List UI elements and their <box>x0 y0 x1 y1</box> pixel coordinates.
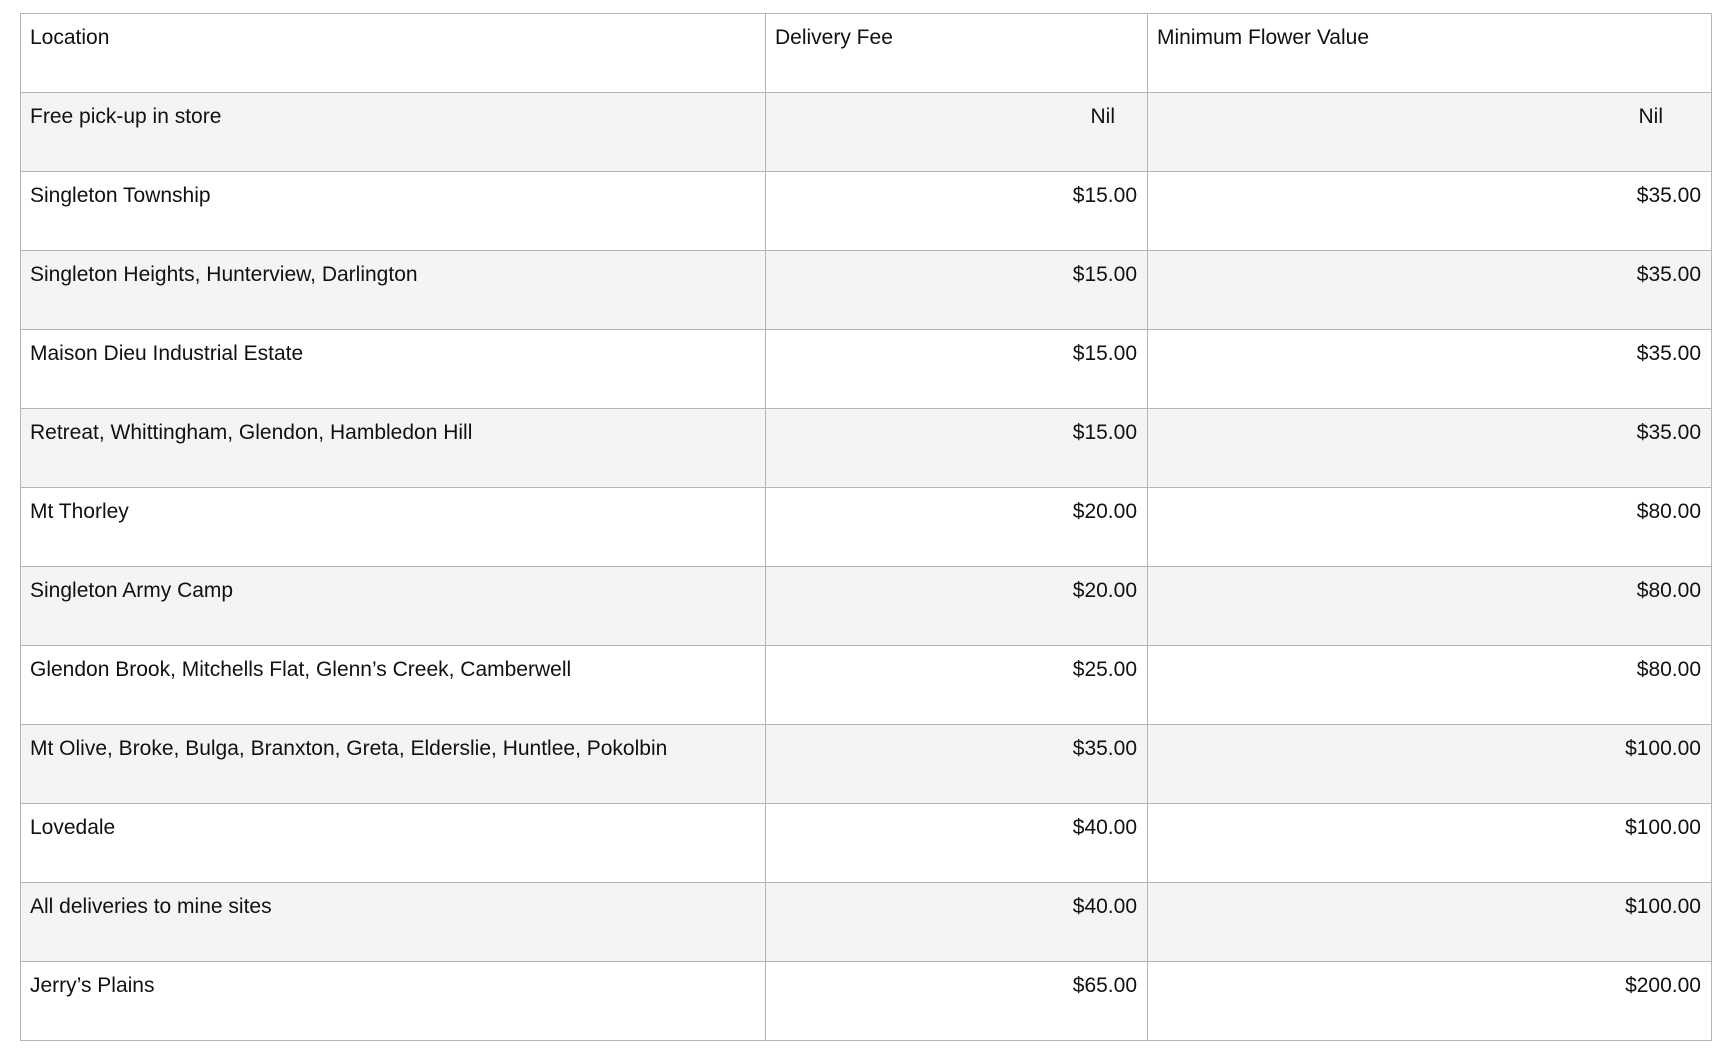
cell-delivery-fee: Nil <box>765 92 1148 172</box>
cell-minimum-flower-value: $200.00 <box>1147 961 1712 1041</box>
table-row: Glendon Brook, Mitchells Flat, Glenn’s C… <box>20 645 1712 725</box>
header-delivery-fee: Delivery Fee <box>765 13 1148 93</box>
table-row: Retreat, Whittingham, Glendon, Hambledon… <box>20 408 1712 488</box>
cell-minimum-flower-value: $80.00 <box>1147 487 1712 567</box>
cell-delivery-fee: $20.00 <box>765 487 1148 567</box>
table-row: All deliveries to mine sites $40.00 $100.0… <box>20 882 1712 962</box>
cell-minimum-flower-value: $35.00 <box>1147 171 1712 251</box>
cell-minimum-flower-value: $35.00 <box>1147 408 1712 488</box>
table-row: Singleton Township $15.00 $35.00 <box>20 171 1712 251</box>
table-row: Singleton Heights, Hunterview, Darlingto… <box>20 250 1712 330</box>
header-location: Location <box>20 13 766 93</box>
table-row: Mt Thorley $20.00 $80.00 <box>20 487 1712 567</box>
cell-minimum-flower-value: $100.00 <box>1147 724 1712 804</box>
cell-location: Retreat, Whittingham, Glendon, Hambledon… <box>20 408 766 488</box>
cell-minimum-flower-value: Nil <box>1147 92 1712 172</box>
cell-delivery-fee: $65.00 <box>765 961 1148 1041</box>
cell-location: Singleton Heights, Hunterview, Darlingto… <box>20 250 766 330</box>
table-row: Mt Olive, Broke, Bulga, Branxton, Greta,… <box>20 724 1712 804</box>
cell-delivery-fee: $40.00 <box>765 882 1148 962</box>
cell-minimum-flower-value: $35.00 <box>1147 250 1712 330</box>
header-minimum-flower-value: Minimum Flower Value <box>1147 13 1712 93</box>
cell-delivery-fee: $20.00 <box>765 566 1148 646</box>
cell-delivery-fee: $35.00 <box>765 724 1148 804</box>
cell-delivery-fee: $15.00 <box>765 329 1148 409</box>
cell-minimum-flower-value: $100.00 <box>1147 803 1712 883</box>
cell-location: Lovedale <box>20 803 766 883</box>
cell-location: Singleton Army Camp <box>20 566 766 646</box>
cell-delivery-fee: $15.00 <box>765 250 1148 330</box>
cell-minimum-flower-value: $35.00 <box>1147 329 1712 409</box>
cell-location: Jerry’s Plains <box>20 961 766 1041</box>
cell-location: Free pick-up in store <box>20 92 766 172</box>
cell-minimum-flower-value: $80.00 <box>1147 645 1712 725</box>
cell-delivery-fee: $40.00 <box>765 803 1148 883</box>
delivery-fee-table: Location Delivery Fee Minimum Flower Val… <box>20 13 1712 1041</box>
table-header-row: Location Delivery Fee Minimum Flower Val… <box>20 13 1712 93</box>
cell-location: All deliveries to mine sites <box>20 882 766 962</box>
cell-delivery-fee: $15.00 <box>765 171 1148 251</box>
cell-delivery-fee: $25.00 <box>765 645 1148 725</box>
table-row: Singleton Army Camp $20.00 $80.00 <box>20 566 1712 646</box>
cell-minimum-flower-value: $80.00 <box>1147 566 1712 646</box>
table-row: Maison Dieu Industrial Estate $15.00 $35.0… <box>20 329 1712 409</box>
cell-minimum-flower-value: $100.00 <box>1147 882 1712 962</box>
cell-delivery-fee: $15.00 <box>765 408 1148 488</box>
table-row: Free pick-up in store Nil Nil <box>20 92 1712 172</box>
cell-location: Glendon Brook, Mitchells Flat, Glenn’s C… <box>20 645 766 725</box>
cell-location: Mt Olive, Broke, Bulga, Branxton, Greta,… <box>20 724 766 804</box>
cell-location: Maison Dieu Industrial Estate <box>20 329 766 409</box>
cell-location: Mt Thorley <box>20 487 766 567</box>
table-row: Jerry’s Plains $65.00 $200.00 <box>20 961 1712 1041</box>
table-row: Lovedale $40.00 $100.00 <box>20 803 1712 883</box>
cell-location: Singleton Township <box>20 171 766 251</box>
